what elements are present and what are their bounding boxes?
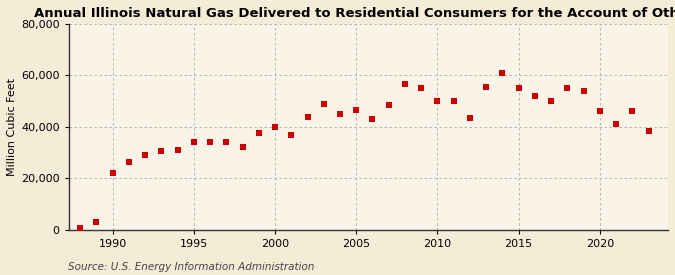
Point xyxy=(481,85,491,89)
Point xyxy=(156,149,167,153)
Point xyxy=(172,148,183,152)
Point xyxy=(578,89,589,93)
Point xyxy=(627,109,638,114)
Point xyxy=(124,160,134,164)
Point xyxy=(269,125,280,129)
Point xyxy=(383,103,394,107)
Point xyxy=(188,140,199,144)
Point xyxy=(562,86,573,90)
Point xyxy=(351,108,362,112)
Point xyxy=(497,71,508,75)
Point xyxy=(205,140,215,144)
Point xyxy=(335,112,346,116)
Point xyxy=(513,86,524,90)
Point xyxy=(253,131,264,136)
Point xyxy=(448,99,459,103)
Point xyxy=(416,86,427,90)
Point xyxy=(611,122,622,127)
Point xyxy=(302,114,313,119)
Point xyxy=(432,99,443,103)
Text: Source: U.S. Energy Information Administration: Source: U.S. Energy Information Administ… xyxy=(68,262,314,272)
Point xyxy=(319,101,329,106)
Point xyxy=(140,153,151,157)
Point xyxy=(286,132,297,137)
Y-axis label: Million Cubic Feet: Million Cubic Feet xyxy=(7,78,17,176)
Point xyxy=(464,116,475,120)
Point xyxy=(75,226,86,231)
Point xyxy=(545,99,556,103)
Point xyxy=(595,109,605,114)
Point xyxy=(400,82,410,87)
Title: Annual Illinois Natural Gas Delivered to Residential Consumers for the Account o: Annual Illinois Natural Gas Delivered to… xyxy=(34,7,675,20)
Point xyxy=(221,140,232,144)
Point xyxy=(107,171,118,175)
Point xyxy=(367,117,378,121)
Point xyxy=(91,219,102,224)
Point xyxy=(643,128,654,133)
Point xyxy=(237,145,248,150)
Point xyxy=(529,94,540,98)
